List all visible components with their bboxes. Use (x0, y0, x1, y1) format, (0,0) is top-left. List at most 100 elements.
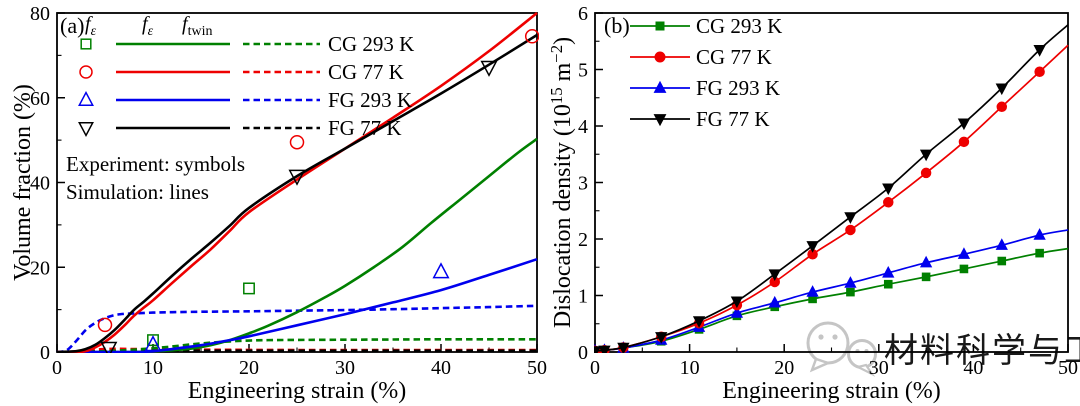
data-point-marker (806, 285, 819, 297)
data-point-marker (882, 265, 895, 278)
x-tick-label: 20 (239, 357, 259, 379)
data-point-marker (958, 136, 970, 148)
data-point-marker (846, 287, 855, 297)
series-cg-77-k-martensite-simulation (56, 12, 538, 353)
panel-a-chart: 0 10 20 30 40 50 0 20 40 60 80 Engineering strain (… (10, 3, 547, 404)
x-tick-label: 20 (774, 357, 794, 379)
data-point-marker (692, 316, 706, 328)
series-fg-293-k-experiment (144, 262, 450, 352)
data-point-marker (919, 255, 933, 268)
data-point-marker (97, 317, 113, 333)
data-point-marker (883, 279, 893, 289)
data-point-marker (480, 60, 498, 77)
data-point-marker (1033, 228, 1046, 240)
legend-symbol (655, 21, 665, 31)
data-point-marker (920, 167, 932, 179)
legend-label: FG 77 K (696, 107, 770, 131)
series-fg-77-k (594, 24, 1069, 353)
annotation-text: Experiment: symbols (66, 152, 245, 176)
y-axis-label: Volume fraction (%) (10, 84, 36, 281)
legend-symbol (653, 114, 667, 127)
y-tick-label: 0 (578, 342, 588, 364)
series-group (594, 24, 1069, 353)
y-tick-label: 60 (30, 88, 50, 110)
data-point-marker (617, 342, 630, 353)
series-line (594, 44, 1069, 352)
legend-label: FG 293 K (696, 76, 780, 100)
data-point-marker (147, 334, 159, 347)
y-tick-label: 40 (30, 173, 50, 195)
data-point-marker (1035, 248, 1044, 258)
data-point-marker (1033, 45, 1046, 57)
x-axis-label: Engineering strain (%) (188, 378, 407, 404)
annotation-text: Simulation: lines (66, 180, 209, 204)
series-cg-293-k-experiment (147, 282, 255, 347)
y-tick-label: 80 (30, 3, 50, 25)
legend-symbol (654, 51, 666, 63)
series-line (56, 12, 538, 353)
series-cg-77-k-experiment (97, 29, 539, 333)
data-point-marker (768, 269, 781, 281)
legend-symbol (78, 90, 94, 107)
legend-header: fε (142, 13, 154, 39)
data-point-marker (995, 238, 1008, 250)
panel-label: (a) (60, 13, 84, 38)
x-tick-label: 40 (963, 357, 983, 379)
legend-b: CG 293 K CG 77 K FG 293 K FG 77 K (630, 14, 782, 131)
x-tick-label: 10 (680, 357, 700, 379)
series-line (56, 257, 538, 353)
legend-symbol (653, 80, 667, 93)
legend-label: CG 77 K (696, 45, 772, 69)
y-tick-label: 5 (578, 60, 588, 82)
y-tick-label: 4 (578, 116, 588, 138)
legend-symbol (79, 65, 93, 79)
data-point-marker (100, 341, 118, 353)
axes-a: 0 10 20 30 40 50 0 20 40 60 80 Engineering strain (… (10, 3, 547, 404)
series-fg-293-k-martensite-simulation (56, 257, 538, 353)
series-fg-293-k-twin-simulation (56, 304, 538, 353)
legend-label: CG 293 K (328, 32, 414, 56)
data-point-marker (243, 282, 255, 295)
series-fg-77-k-martensite-simulation (56, 33, 538, 353)
data-point-marker (957, 247, 971, 259)
data-point-marker (594, 346, 602, 353)
y-tick-label: 3 (578, 173, 588, 195)
data-point-marker (432, 262, 450, 279)
y-tick-label: 2 (578, 229, 588, 251)
data-point-marker (844, 212, 857, 224)
series-line (56, 33, 538, 353)
panel-label: (b) (604, 13, 630, 38)
data-point-marker (957, 118, 971, 131)
x-tick-label: 50 (527, 357, 547, 379)
data-point-marker (844, 276, 857, 288)
y-axis-label: Dislocation density (1015 m−2) (547, 37, 576, 328)
data-point-marker (655, 332, 668, 344)
x-tick-label: 10 (143, 357, 163, 379)
watermark: 材料科学与工程 (806, 321, 1080, 377)
data-point-marker (524, 29, 539, 44)
legend-header: fε (85, 13, 97, 39)
data-point-marker (806, 241, 819, 253)
data-point-marker (845, 224, 856, 236)
legend-header: ftwin (182, 13, 212, 39)
data-point-marker (730, 296, 744, 309)
y-tick-label: 6 (578, 3, 588, 25)
series-line (56, 304, 538, 353)
data-point-marker (144, 335, 162, 352)
legend-label: CG 293 K (696, 14, 782, 38)
data-point-marker (996, 101, 1008, 113)
x-tick-label: 30 (335, 357, 355, 379)
data-point-marker (919, 149, 933, 162)
x-tick-label: 50 (1058, 357, 1078, 379)
wechat-icon (806, 321, 877, 377)
data-point-marker (997, 256, 1007, 266)
series-line (594, 24, 1069, 352)
data-point-marker (921, 272, 931, 282)
legend-a: fε fε ftwin CG 293 K CG 77 K FG 293 K FG 77 K (78, 13, 414, 140)
series-fg-77-k-experiment (100, 60, 498, 353)
legend-label: FG 293 K (328, 88, 412, 112)
legend-symbol (78, 121, 94, 138)
